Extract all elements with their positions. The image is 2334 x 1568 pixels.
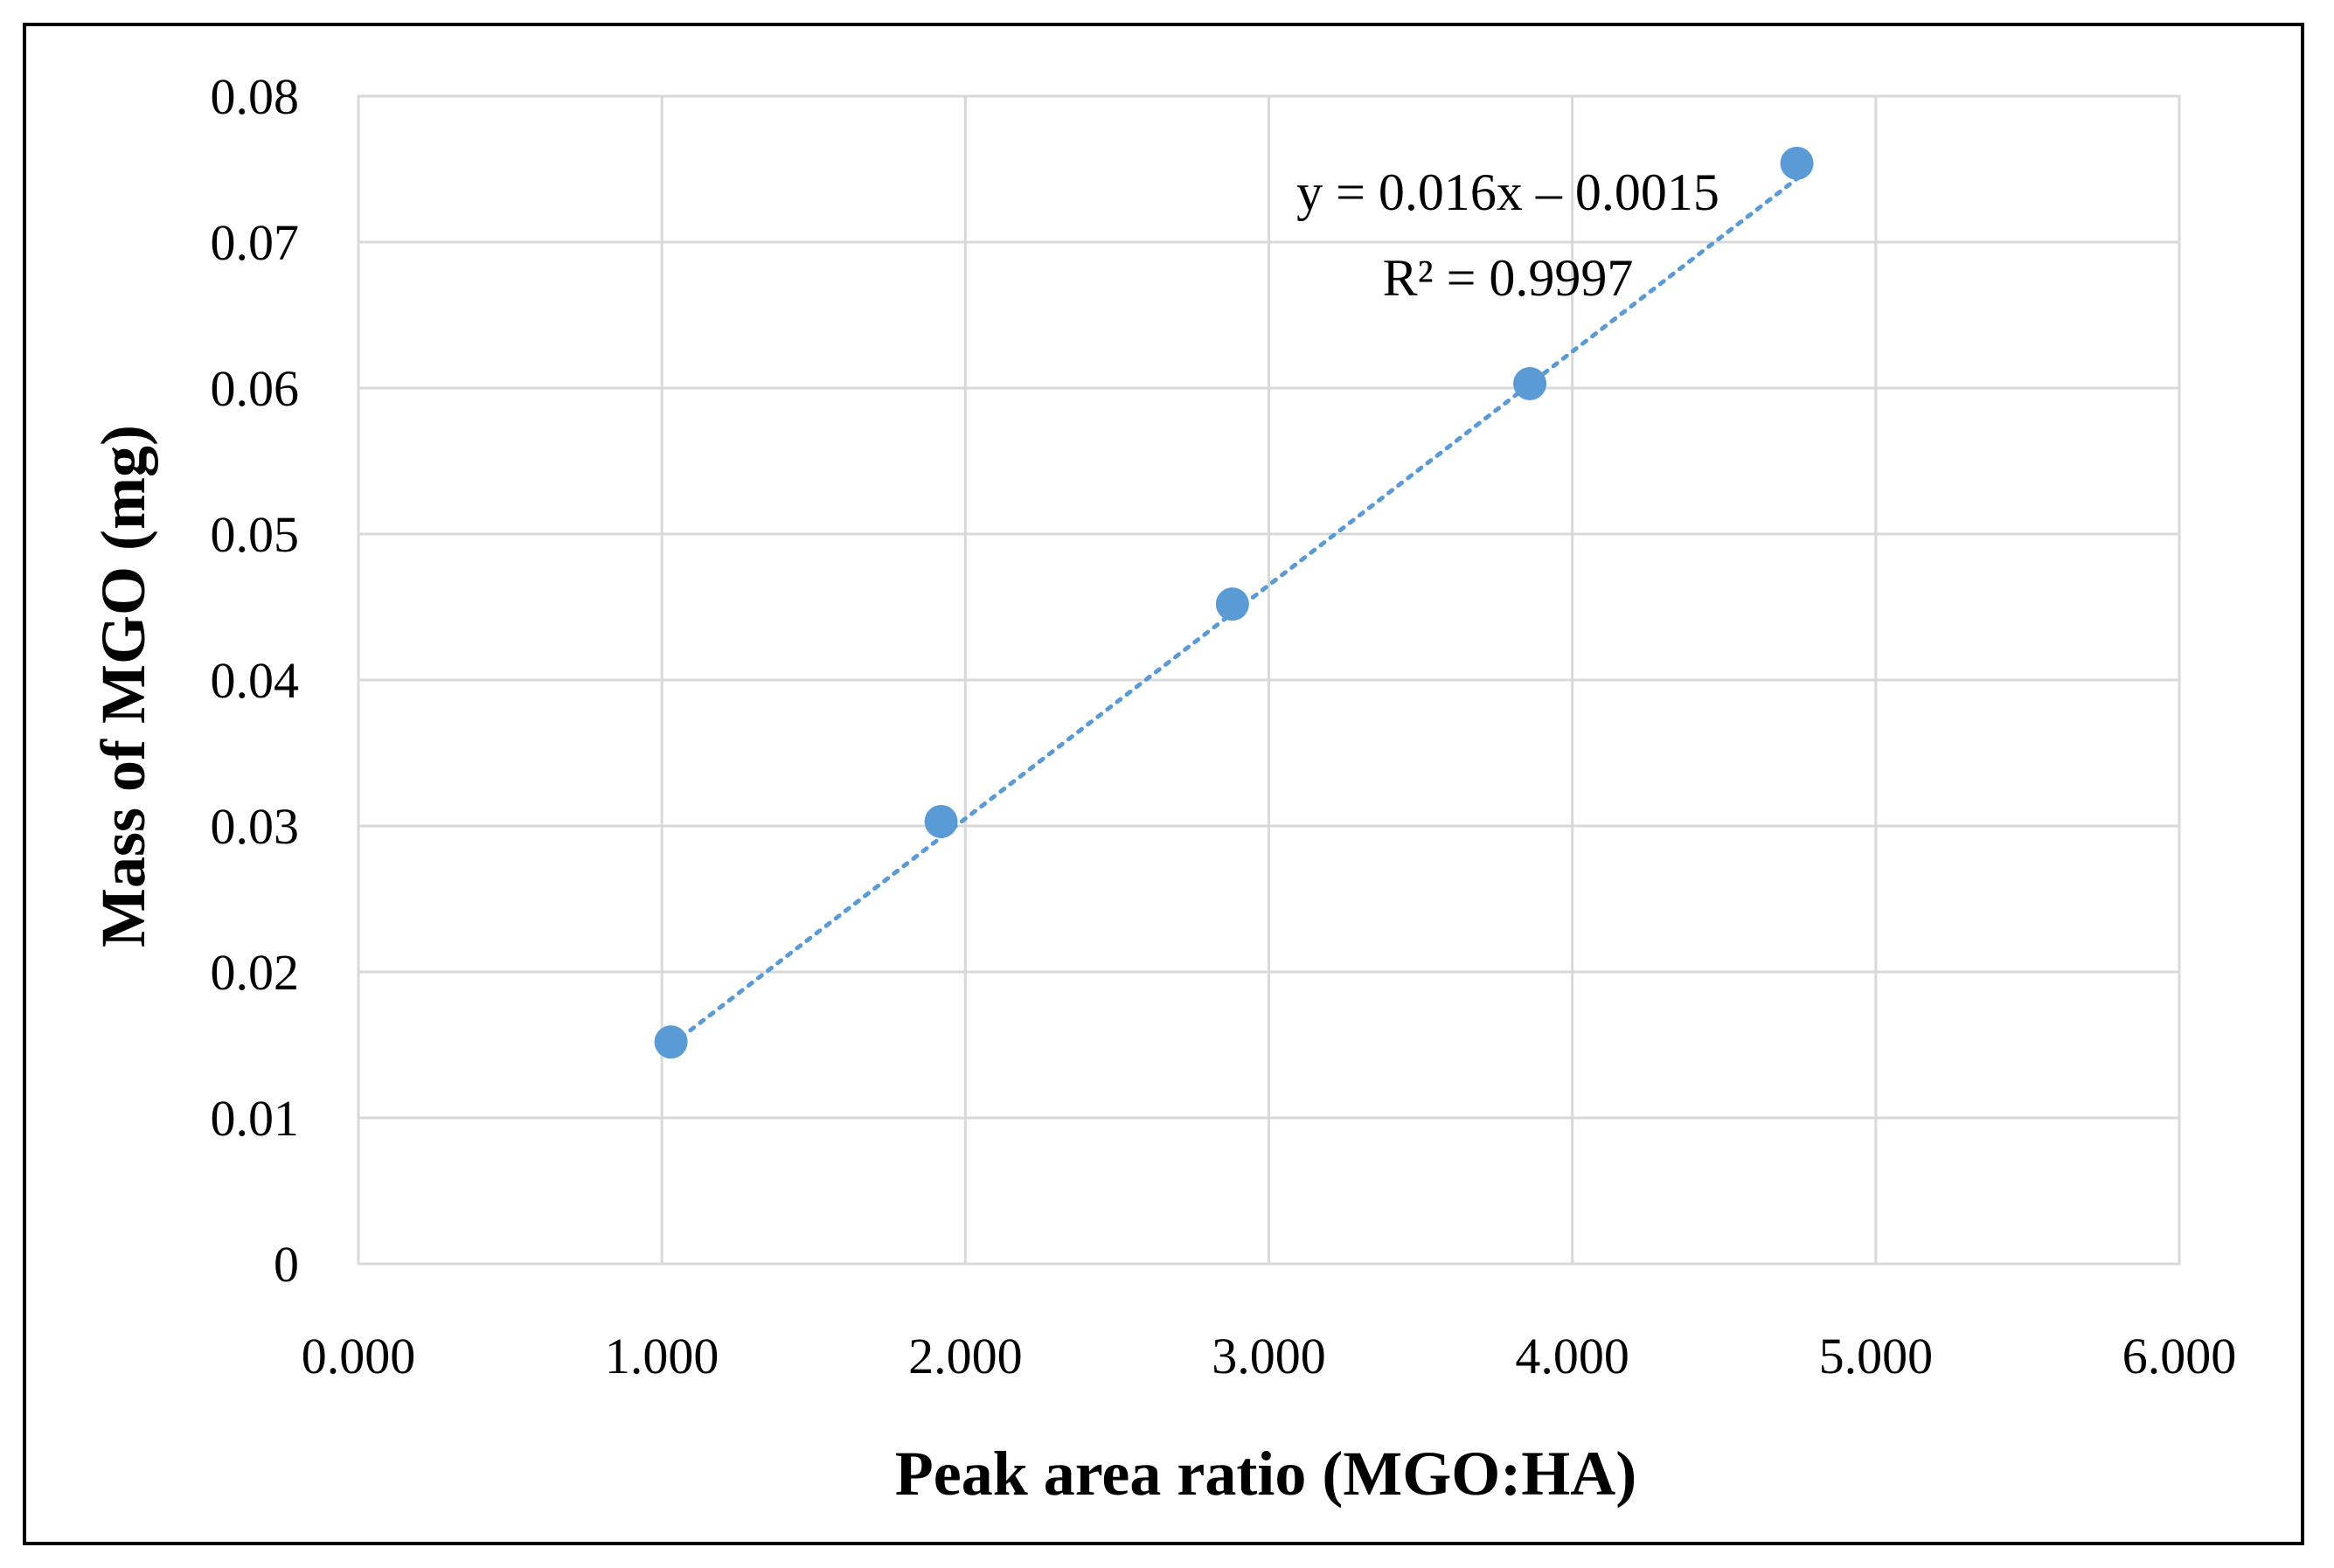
y-tick-label: 0.06 xyxy=(211,360,300,417)
x-tick-label: 2.000 xyxy=(908,1328,1023,1384)
grid-lines xyxy=(357,94,2181,1266)
data-point xyxy=(654,1025,688,1059)
data-point xyxy=(924,804,958,838)
x-tick-label: 1.000 xyxy=(605,1328,719,1384)
trendline-equation: y = 0.016x – 0.0015 xyxy=(1296,163,1719,221)
x-tick-label: 5.000 xyxy=(1819,1328,1934,1384)
x-tick-label: 4.000 xyxy=(1515,1328,1629,1384)
plot-area-border xyxy=(357,94,2181,1266)
y-tick-label: 0.05 xyxy=(211,506,300,563)
y-tick-label: 0.01 xyxy=(211,1090,300,1147)
y-axis-title: Mass of MGO (mg) xyxy=(88,425,158,947)
x-axis-title: Peak area ratio (MGO:HA) xyxy=(895,1439,1636,1509)
x-tick-label: 6.000 xyxy=(2122,1328,2237,1384)
y-tick-label: 0 xyxy=(274,1236,299,1293)
y-tick-label: 0.07 xyxy=(211,214,300,271)
y-tick-label: 0.04 xyxy=(211,652,300,709)
data-points xyxy=(654,146,1814,1059)
r-squared-label: R² = 0.9997 xyxy=(1383,249,1634,307)
y-tick-label: 0.08 xyxy=(211,68,300,125)
tick-labels: 0 0.01 0.02 0.03 0.04 0.05 0.06 0.07 0.08 0.000 1.… xyxy=(211,68,2237,1384)
y-tick-label: 0.02 xyxy=(211,944,300,1001)
x-tick-label: 0.000 xyxy=(302,1328,416,1384)
x-tick-label: 3.000 xyxy=(1212,1328,1326,1384)
data-point xyxy=(1513,366,1547,400)
data-point xyxy=(1215,587,1249,621)
y-tick-label: 0.03 xyxy=(211,798,300,855)
data-point xyxy=(1780,146,1814,180)
chart-frame xyxy=(23,23,2304,1545)
